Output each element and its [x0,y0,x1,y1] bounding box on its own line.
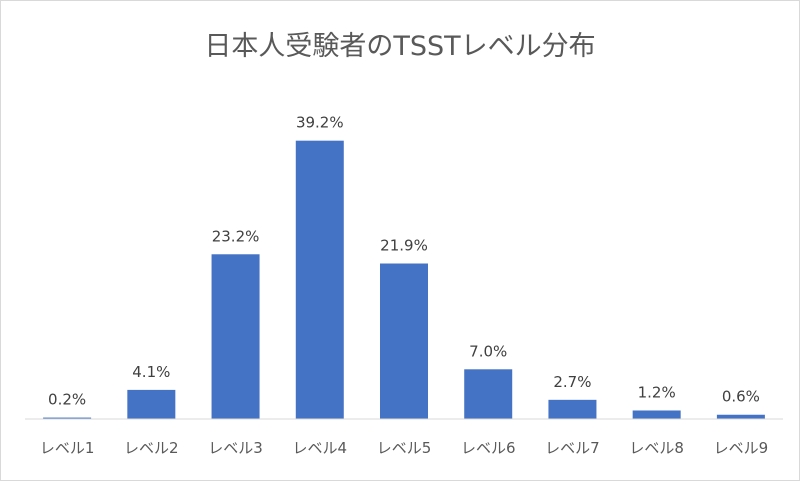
bar-8 [632,410,681,419]
value-label-7: 2.7% [553,373,591,391]
value-label-3: 23.2% [212,227,260,245]
category-label-7: レベル7 [545,439,600,457]
bar-2 [127,389,176,419]
bar-1 [43,417,92,419]
chart-title: 日本人受験者のTSSTレベル分布 [204,31,595,62]
category-labels-group: レベル1 レベル2 レベル3 レベル4 レベル5 レベル6 レベル7 レベル8 レベル9 [40,439,768,457]
category-label-5: レベル5 [377,439,432,457]
value-labels-group: 0.2% 4.1% 23.2% 39.2% 21.9% 7.0% 2.7% 1.2% 0.6% [48,114,760,409]
category-label-2: レベル2 [124,439,179,457]
bar-9 [716,414,765,419]
bar-4 [295,140,344,419]
category-label-3: レベル3 [208,439,263,457]
bars-group [43,140,765,419]
category-label-8: レベル8 [629,439,684,457]
bar-3 [211,254,260,419]
value-label-9: 0.6% [722,388,760,406]
category-label-9: レベル9 [714,439,769,457]
category-label-1: レベル1 [40,439,95,457]
category-label-6: レベル6 [461,439,516,457]
value-label-1: 0.2% [48,391,86,409]
value-label-6: 7.0% [469,342,507,360]
value-label-4: 39.2% [296,114,344,132]
bar-5 [380,263,428,419]
value-label-8: 1.2% [638,383,676,401]
value-label-5: 21.9% [380,237,428,255]
category-label-4: レベル4 [293,439,348,457]
bar-7 [548,399,597,419]
bar-6 [464,369,513,419]
value-label-2: 4.1% [132,363,170,381]
